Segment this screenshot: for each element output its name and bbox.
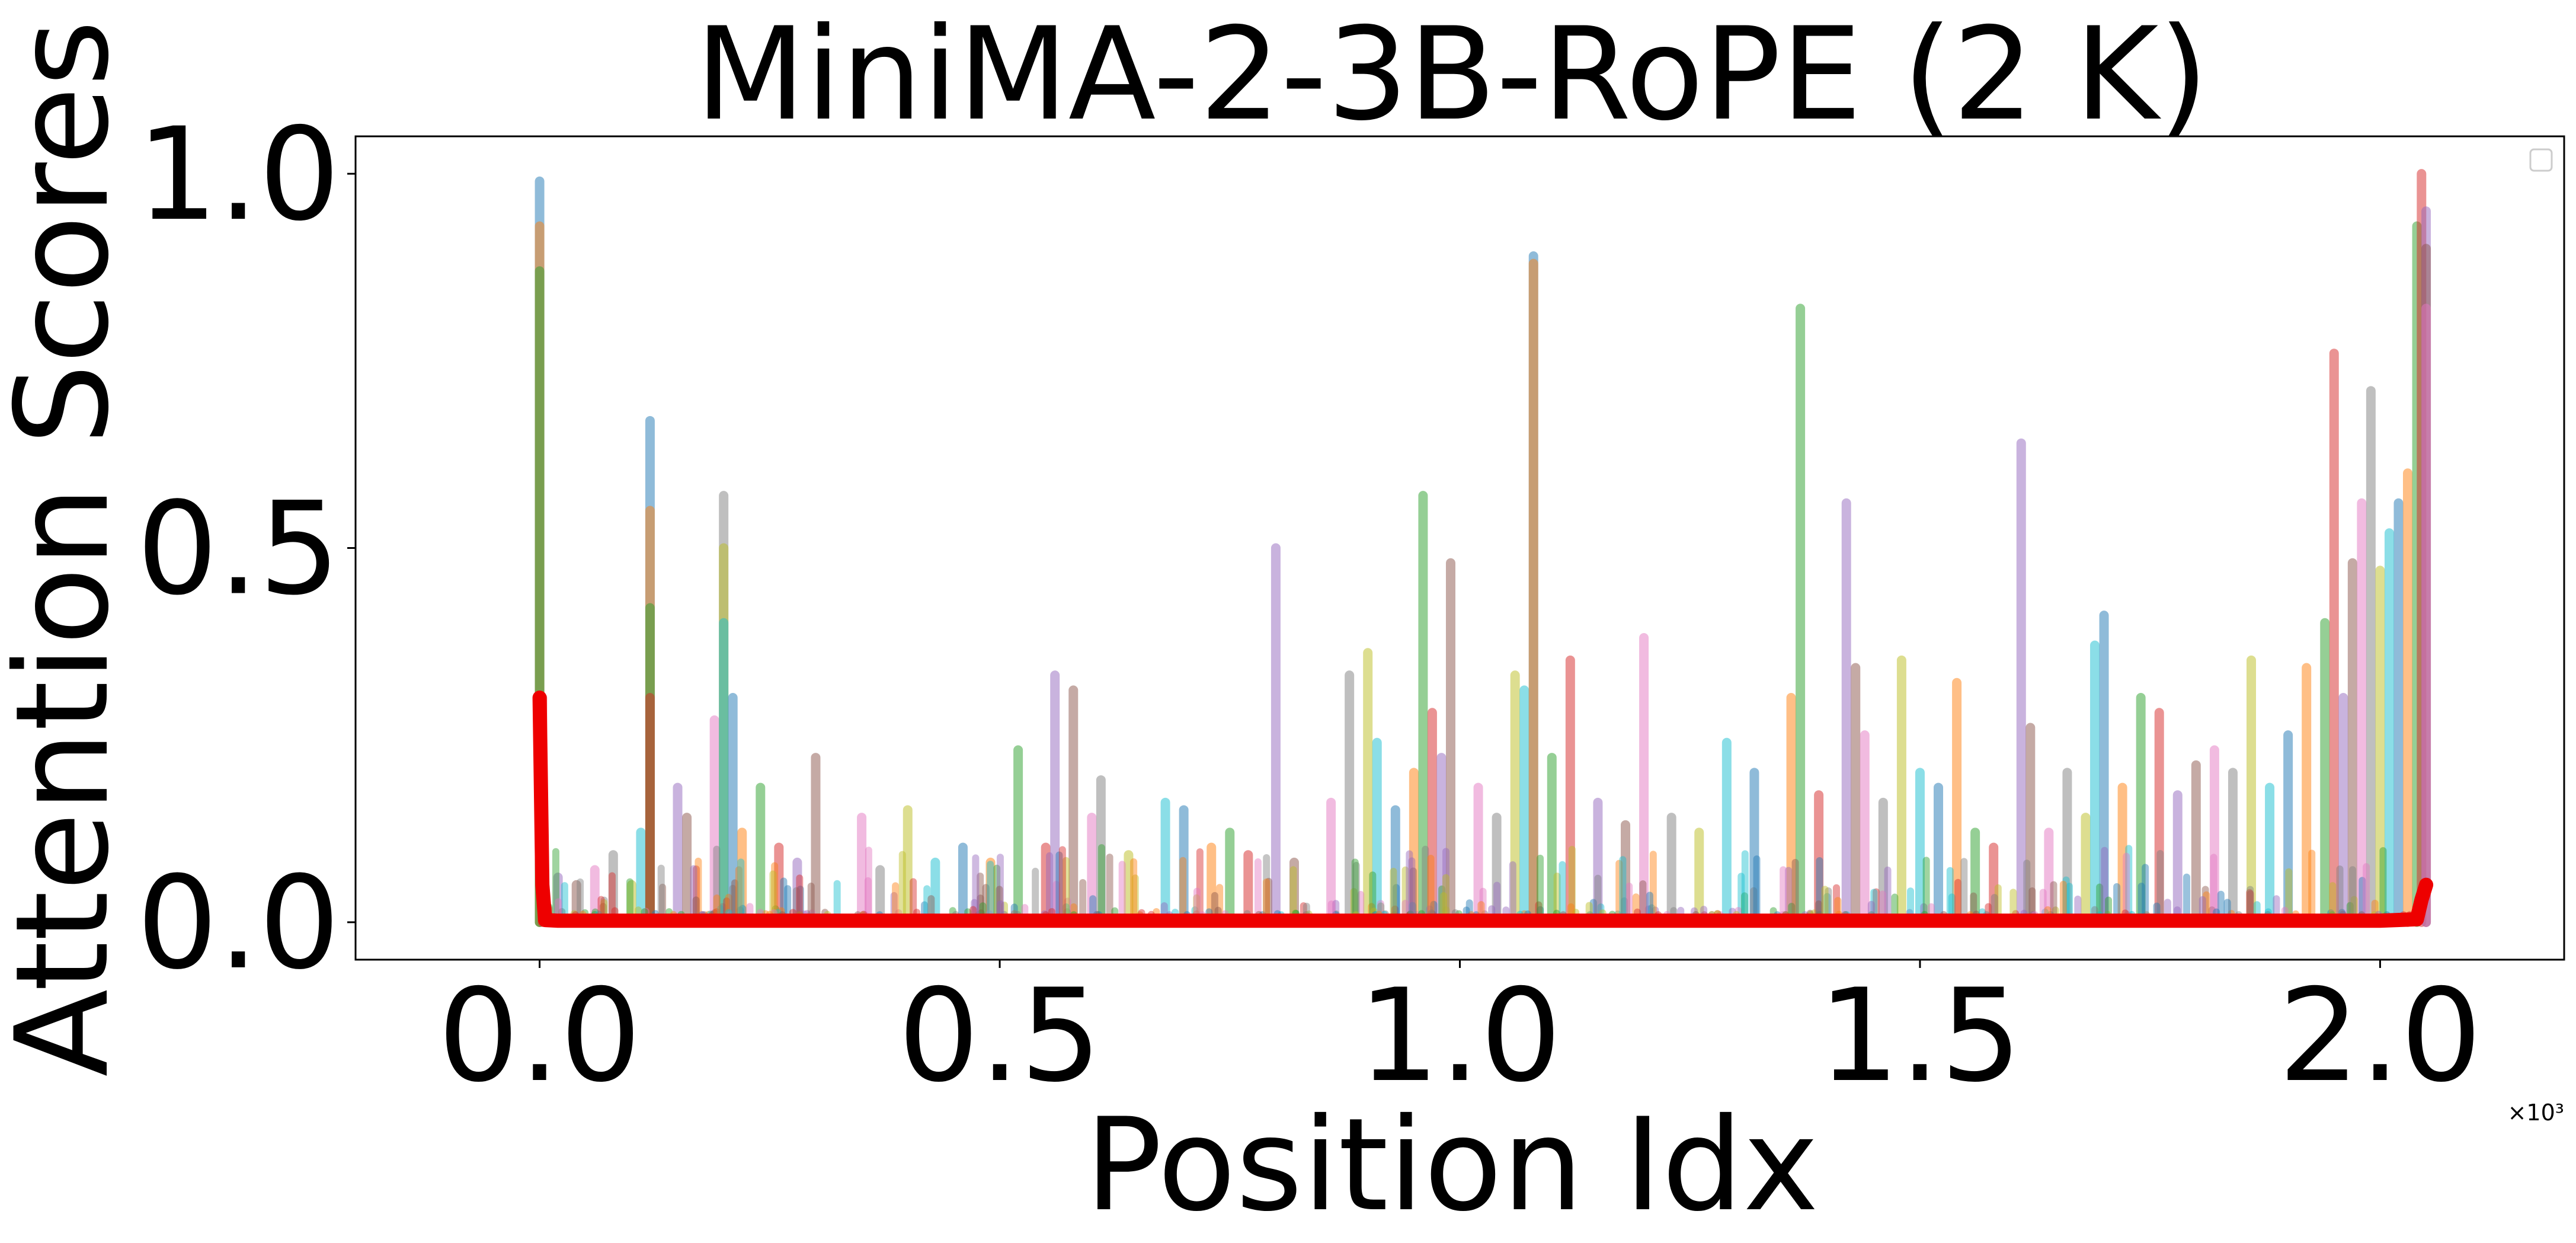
x-tick-label: 0.5 [898,961,1102,1110]
x-offset-label: ×10³ [2508,1100,2564,1126]
x-tick-label: 1.5 [1818,961,2022,1110]
y-tick-label: 0.5 [136,475,340,624]
attention-spikes [535,169,2431,927]
x-axis-label: Position Idx [1085,1091,1819,1239]
y-axis-ticks: 0.0 0.5 1.0 [136,100,356,998]
x-tick-label: 0.0 [438,961,642,1110]
x-tick-label: 2.0 [2279,961,2482,1110]
chart-title: MiniMA-2-3B-RoPE (2 K) [695,0,2209,149]
plot-area [354,135,2565,961]
x-tick-label: 1.0 [1358,961,1562,1110]
highlight-series-line [532,691,2434,928]
legend-box [2529,148,2553,172]
x-axis-ticks: 0.0 0.5 1.0 1.5 2.0 [438,960,2482,1110]
y-tick-label: 0.0 [136,849,340,998]
y-tick-label: 1.0 [136,100,340,249]
y-axis-label: Attention Scores [0,20,137,1076]
